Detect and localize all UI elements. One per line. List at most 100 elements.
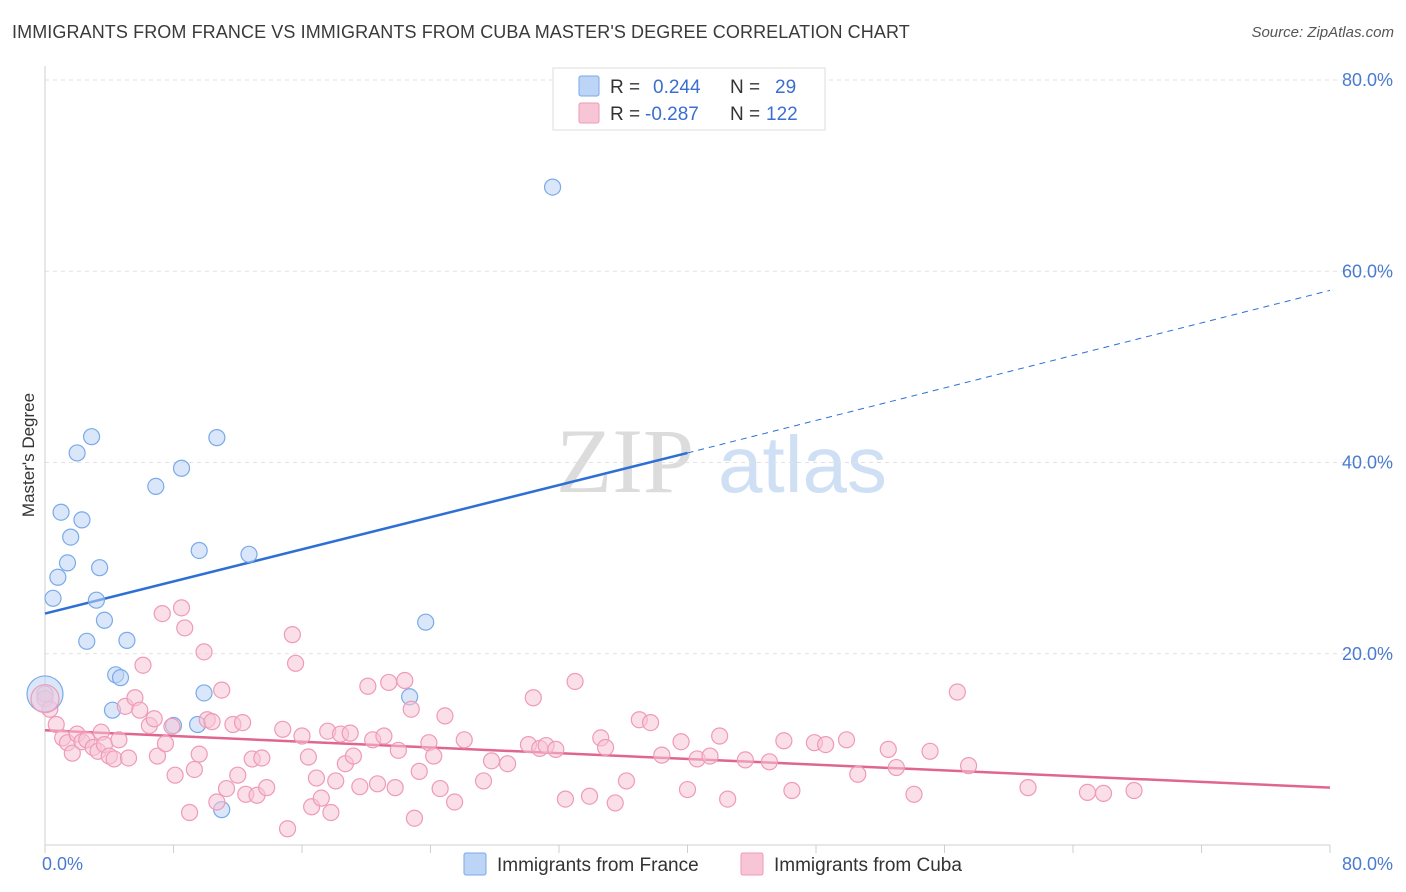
legend-r-value-cuba: -0.287: [645, 104, 699, 125]
point-cuba-69: [386, 779, 404, 797]
series-legend-swatch-france: [463, 852, 487, 876]
point-cuba-89: [556, 790, 575, 808]
point-france-4: [58, 554, 77, 572]
point-cuba-67: [375, 727, 393, 745]
point-cuba-88: [547, 740, 565, 758]
point-france-19: [172, 459, 191, 477]
y-tick-label-0: 20.0%: [1342, 644, 1393, 664]
point-cuba-95: [617, 772, 636, 790]
series-legend-swatch-cuba: [740, 852, 764, 876]
x-tick-label-0: 0.0%: [42, 854, 83, 874]
point-cuba-93: [596, 738, 615, 757]
y-tick-label-1: 40.0%: [1342, 453, 1393, 473]
point-france-10: [87, 591, 106, 609]
trend-lines: [44, 289, 1331, 789]
legend-n-value-france: 29: [775, 77, 796, 98]
point-france-28: [543, 178, 562, 196]
y-tick-labels: 20.0% 40.0% 60.0% 80.0%: [1342, 70, 1393, 664]
point-france-23: [208, 429, 226, 447]
point-cuba-23: [148, 747, 167, 765]
chart-source: Source: ZipAtlas.com: [1251, 24, 1394, 41]
point-cuba-111: [837, 731, 856, 749]
y-axis-label: Master's Degree: [19, 393, 38, 517]
point-cuba-91: [580, 787, 599, 805]
legend-n-label-cuba: N =: [730, 104, 760, 125]
point-cuba-19: [131, 701, 149, 719]
point-france-25: [240, 545, 258, 563]
series-legend: Immigrants from France Immigrants from C…: [463, 852, 962, 876]
point-cuba-85: [524, 689, 542, 707]
point-cuba-77: [431, 779, 449, 798]
point-cuba-46: [258, 779, 276, 797]
point-france-17: [147, 477, 165, 496]
trend-line-france-extension: [687, 289, 1331, 454]
point-france-12: [95, 611, 114, 629]
point-cuba-98: [653, 746, 671, 764]
point-cuba-117: [948, 683, 966, 701]
point-cuba-35: [203, 713, 221, 731]
point-cuba-58: [327, 772, 345, 790]
point-cuba-62: [344, 747, 362, 765]
point-france-3: [52, 503, 70, 521]
point-cuba-76: [425, 747, 443, 765]
point-cuba-29: [176, 619, 194, 637]
point-cuba-103: [711, 727, 729, 745]
point-cuba-30: [180, 803, 199, 822]
series-legend-label-cuba: Immigrants from Cuba: [774, 855, 962, 876]
point-cuba-17: [119, 749, 138, 767]
point-france-16: [118, 631, 136, 649]
point-france-5: [62, 528, 80, 546]
gridlines: [45, 79, 1392, 655]
point-cuba-63: [351, 778, 369, 796]
point-cuba-105: [736, 751, 754, 769]
point-cuba-51: [293, 727, 311, 745]
point-france-15: [111, 669, 130, 687]
point-france-8: [78, 632, 96, 650]
point-cuba-24: [153, 604, 171, 623]
point-cuba-122: [1125, 781, 1143, 800]
point-cuba-99: [672, 733, 690, 751]
point-france-21: [190, 541, 208, 560]
legend-r-label-france: R =: [610, 77, 640, 98]
point-cuba-33: [195, 643, 213, 661]
x-tick-labels: 0.0% 80.0%: [42, 854, 1393, 874]
point-france-11: [91, 559, 109, 577]
point-cuba-82: [482, 752, 501, 770]
point-cuba-74: [410, 762, 428, 780]
point-cuba-45: [253, 749, 271, 767]
point-cuba-27: [166, 766, 184, 784]
point-cuba-79: [445, 793, 464, 811]
point-france-6: [68, 444, 86, 462]
point-cuba-90: [566, 672, 584, 691]
point-cuba-116: [921, 742, 939, 760]
point-cuba-64: [359, 677, 377, 695]
legend-swatch-cuba: [578, 102, 600, 124]
point-cuba-15: [110, 731, 128, 749]
legend-r-label-cuba: R =: [610, 104, 640, 125]
point-cuba-61: [341, 724, 359, 742]
trend-line-france: [44, 451, 688, 615]
point-cuba-114: [887, 758, 905, 777]
point-cuba-72: [402, 700, 420, 718]
point-cuba-83: [499, 755, 517, 773]
point-cuba-119: [1019, 779, 1037, 797]
point-cuba-70: [389, 741, 407, 759]
point-cuba-115: [905, 785, 923, 803]
point-france-22: [195, 684, 213, 702]
point-cuba-41: [233, 713, 252, 732]
point-cuba-26: [163, 717, 181, 736]
point-cuba-20: [134, 656, 152, 674]
legend-r-value-france: 0.244: [653, 77, 701, 98]
point-cuba-32: [190, 745, 208, 763]
y-tick-label-2: 60.0%: [1342, 261, 1393, 281]
point-cuba-22: [145, 710, 163, 728]
watermark-atlas: atlas: [718, 420, 887, 509]
point-france-27: [417, 613, 435, 631]
trend-line-cuba: [44, 729, 1331, 789]
point-france-9: [82, 428, 101, 446]
legend-n-value-cuba: 122: [766, 104, 798, 125]
point-cuba-5: [63, 744, 81, 762]
point-cuba-81: [474, 772, 493, 790]
point-cuba-66: [368, 775, 387, 793]
